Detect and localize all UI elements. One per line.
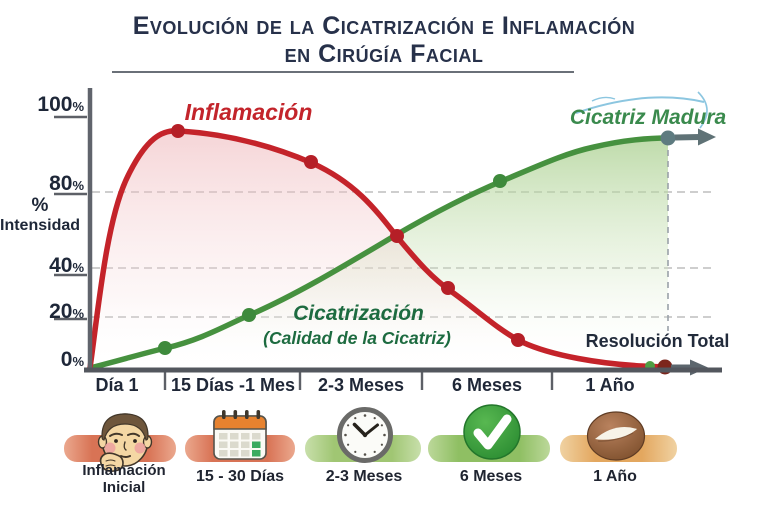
check-icon bbox=[463, 404, 521, 460]
swollen-face-icon bbox=[97, 413, 153, 472]
x-tick-2-3meses: 2-3 Meses bbox=[317, 375, 405, 395]
cicatrizacion-markers bbox=[158, 174, 507, 355]
timeline-label-3: 2-3 Meses bbox=[325, 468, 403, 485]
cicatrizacion-label: Cicatrización bbox=[293, 302, 424, 325]
timeline-label-2: 15 - 30 Días bbox=[195, 468, 285, 485]
y-tick-40: 40% bbox=[49, 254, 84, 277]
madura-end-dot bbox=[660, 130, 676, 146]
title-line-2: en Cirúgía Facial bbox=[284, 40, 484, 68]
x-axis-ticks bbox=[163, 370, 554, 390]
inflamacion-markers bbox=[171, 124, 525, 347]
x-tick-15d-1mes: 15 Días -1 Mes bbox=[170, 375, 296, 395]
title-line-1: Evolución de la Cicatrización e Inflamac… bbox=[132, 12, 636, 40]
y-tick-80: 80% bbox=[49, 172, 84, 195]
swash-decoration bbox=[575, 91, 708, 129]
inflamacion-label: Inflamación bbox=[184, 99, 313, 125]
x-tick-1anio: 1 Año bbox=[585, 375, 635, 395]
y-tick-100: 100% bbox=[37, 93, 84, 116]
clock-icon bbox=[337, 407, 393, 463]
page-title: Evolución de la Cicatrización e Inflamac… bbox=[0, 12, 768, 68]
resolucion-total-label: Resolución Total bbox=[585, 331, 730, 351]
y-axis-ticks bbox=[54, 115, 87, 321]
y-tick-20: 20% bbox=[49, 300, 84, 323]
y-tick-0: 0% bbox=[60, 348, 84, 371]
scar-icon bbox=[586, 411, 646, 461]
y-axis-title: % Intensidad bbox=[0, 195, 81, 235]
timeline-label-1: Inflamación Inicial bbox=[82, 462, 166, 496]
madura-arrow-icon bbox=[674, 128, 716, 146]
calendar-icon bbox=[213, 410, 267, 460]
cicatriz-madura-label: Cicatriz Madura bbox=[569, 106, 727, 129]
x-tick-6meses: 6 Meses bbox=[451, 375, 523, 395]
timeline-label-4: 6 Meses bbox=[459, 468, 523, 485]
calidad-cicatriz-label: (Calidad de la Cicatriz) bbox=[263, 328, 451, 348]
timeline-label-5: 1 Año bbox=[593, 468, 637, 485]
x-tick-dia-1: Día 1 bbox=[95, 375, 139, 395]
